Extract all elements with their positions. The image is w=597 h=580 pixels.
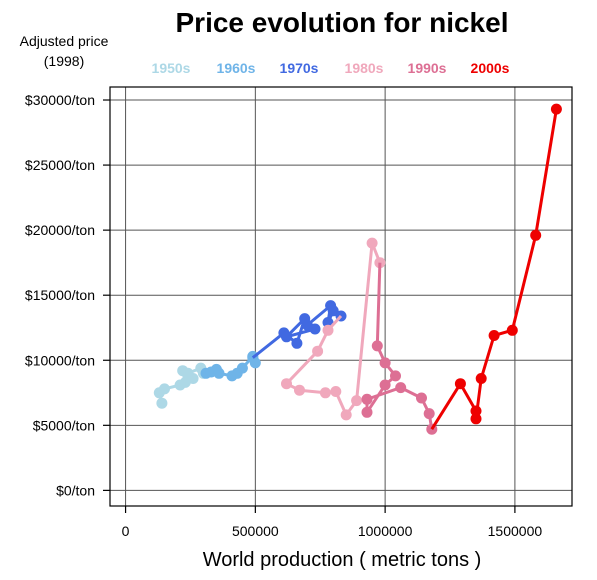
data-point bbox=[340, 409, 352, 421]
data-point bbox=[301, 319, 313, 331]
grid bbox=[110, 87, 572, 506]
legend-entry: 1970s bbox=[280, 60, 319, 76]
y-tick-label: $15000/ton bbox=[25, 287, 95, 303]
series-1970s bbox=[251, 300, 347, 359]
legend-entry: 1950s bbox=[152, 60, 191, 76]
data-point bbox=[327, 305, 339, 317]
chart-title: Price evolution for nickel bbox=[176, 7, 509, 38]
y-tick-label: $10000/ton bbox=[25, 352, 95, 368]
y-tick-label: $5000/ton bbox=[33, 417, 95, 433]
plot-frame bbox=[109, 86, 573, 507]
data-point bbox=[371, 340, 383, 352]
legend-entry: 1990s bbox=[408, 60, 447, 76]
data-point bbox=[390, 370, 401, 382]
data-point bbox=[475, 373, 487, 384]
legend: 1950s 1960s 1970s 1980s 1990s 2000s bbox=[152, 60, 510, 76]
data-point bbox=[319, 387, 331, 399]
data-point bbox=[281, 331, 292, 343]
data-point bbox=[159, 383, 170, 395]
data-point bbox=[312, 345, 324, 357]
y-axis-label-line-1: Adjusted price bbox=[20, 33, 109, 49]
data-series bbox=[153, 103, 562, 435]
data-point bbox=[530, 229, 542, 241]
data-point bbox=[322, 324, 334, 336]
data-point bbox=[281, 378, 292, 390]
y-tick-label: $0/ton bbox=[56, 482, 95, 498]
y-tick-label: $25000/ton bbox=[25, 157, 95, 173]
data-point bbox=[470, 413, 482, 425]
data-point bbox=[506, 324, 518, 336]
data-point bbox=[366, 237, 378, 249]
series-1980s bbox=[281, 237, 386, 421]
data-point bbox=[379, 357, 391, 369]
data-point bbox=[423, 408, 435, 420]
axes: 0 500000 1000000 1500000 $0/ton $5000/ton $100… bbox=[25, 92, 542, 539]
series-1950s bbox=[153, 362, 209, 409]
series-1960s bbox=[200, 350, 261, 382]
data-point bbox=[236, 362, 248, 374]
data-point bbox=[330, 386, 342, 397]
x-tick-label: 0 bbox=[122, 523, 130, 539]
y-axis-label-line-2: (1998) bbox=[44, 53, 84, 69]
data-point bbox=[182, 367, 194, 379]
series-1990s bbox=[361, 262, 438, 435]
data-point bbox=[454, 378, 466, 390]
data-point bbox=[416, 392, 427, 404]
series-2000s bbox=[430, 103, 562, 430]
y-tick-label: $20000/ton bbox=[25, 222, 95, 238]
data-point bbox=[379, 379, 391, 391]
data-point bbox=[488, 330, 500, 341]
data-point bbox=[550, 103, 562, 115]
data-point bbox=[213, 367, 225, 379]
x-tick-label: 1500000 bbox=[488, 523, 543, 539]
data-point bbox=[361, 393, 373, 405]
x-tick-label: 500000 bbox=[232, 523, 279, 539]
legend-entry: 2000s bbox=[471, 60, 510, 76]
data-point bbox=[351, 395, 363, 407]
data-point bbox=[294, 384, 305, 396]
series-line bbox=[430, 108, 558, 430]
data-point bbox=[470, 405, 482, 417]
y-tick-label: $30000/ton bbox=[25, 92, 95, 108]
legend-entry: 1980s bbox=[345, 60, 384, 76]
data-point bbox=[156, 397, 168, 409]
x-axis-label: World production ( metric tons ) bbox=[203, 549, 482, 571]
legend-entry: 1960s bbox=[217, 60, 256, 76]
x-tick-label: 1000000 bbox=[358, 523, 413, 539]
data-point bbox=[361, 406, 373, 418]
data-point bbox=[291, 337, 303, 349]
data-point bbox=[395, 382, 407, 394]
